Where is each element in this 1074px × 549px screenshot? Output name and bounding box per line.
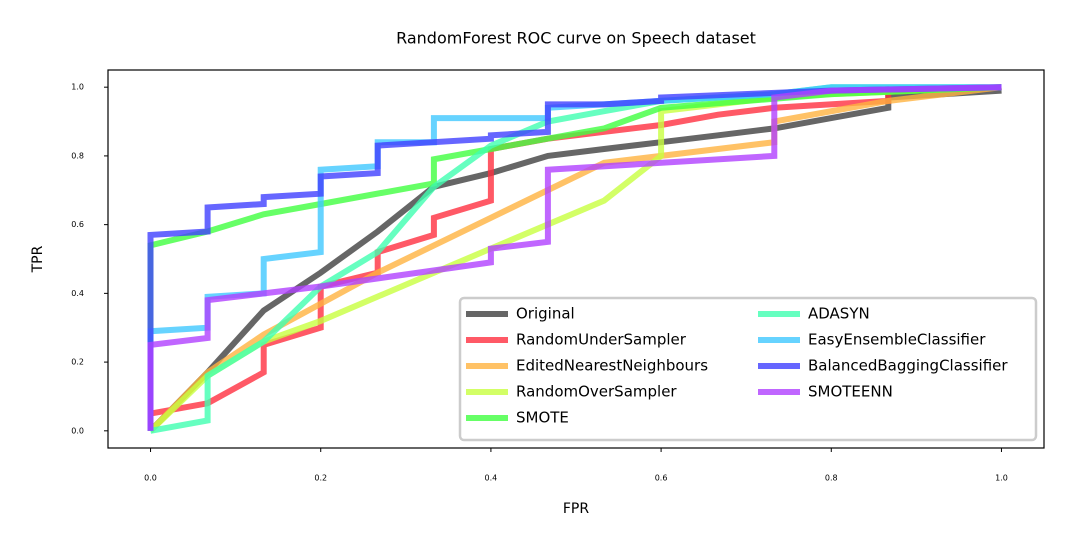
legend-label: BalancedBaggingClassifier	[808, 357, 1008, 375]
y-axis-label: TPR	[30, 245, 46, 273]
plot-frame	[107, 69, 1045, 449]
y-tick-label: 0.2	[71, 358, 84, 367]
roc-line	[147, 84, 1002, 431]
legend-label: ADASYN	[808, 305, 870, 323]
legend-label: SMOTEENN	[808, 383, 893, 401]
legend-label: Original	[516, 305, 575, 323]
x-tick-label: 0.4	[485, 474, 498, 483]
x-tick-label: 0.8	[825, 474, 838, 483]
x-tick-label: 0.0	[144, 474, 157, 483]
roc-line	[147, 84, 1002, 431]
x-tick-label: 1.0	[995, 474, 1008, 483]
y-tick-label: 0.6	[71, 220, 84, 229]
x-tick-label: 0.2	[314, 474, 327, 483]
roc-line	[148, 84, 1002, 433]
y-tick-label: 0.0	[71, 426, 84, 435]
legend-label: RandomUnderSampler	[516, 331, 687, 349]
legend-label: EditedNearestNeighbours	[516, 357, 708, 375]
x-tick-label: 0.6	[655, 474, 668, 483]
chart-title: RandomForest ROC curve on Speech dataset	[396, 29, 756, 48]
legend-label: RandomOverSampler	[516, 383, 677, 401]
legend-label: EasyEnsembleClassifier	[808, 331, 986, 349]
y-tick-label: 1.0	[71, 83, 84, 92]
roc-line	[147, 84, 1002, 431]
roc-line	[148, 87, 1002, 433]
y-tick-label: 0.8	[71, 151, 84, 160]
legend-box	[458, 296, 1038, 442]
y-tick-label: 0.4	[71, 289, 84, 298]
legend-label: SMOTE	[516, 409, 569, 427]
x-axis-label: FPR	[563, 501, 589, 517]
